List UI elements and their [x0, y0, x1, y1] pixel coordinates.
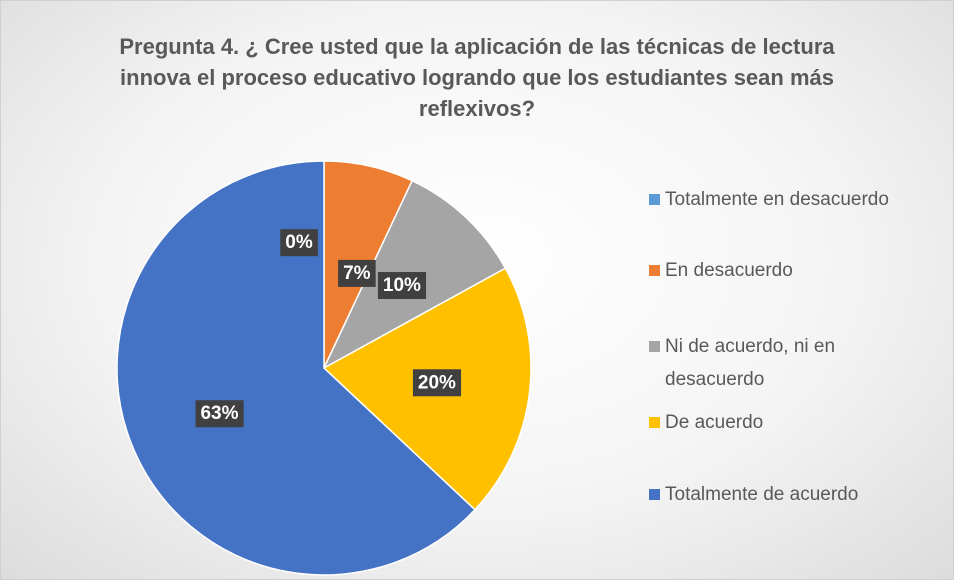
data-label: 0% [280, 229, 318, 257]
data-label-text: 63% [200, 403, 238, 424]
data-label-text: 10% [383, 275, 421, 296]
legend-label: Totalmente en desacuerdo [665, 189, 889, 210]
data-label: 63% [195, 400, 244, 428]
legend-label: De acuerdo [665, 412, 764, 433]
legend-entry: Totalmente en desacuerdo [649, 183, 949, 216]
data-label: 20% [412, 369, 462, 397]
data-label: 7% [338, 259, 376, 287]
chart-title: Pregunta 4. ¿ Cree usted que la aplicaci… [119, 34, 835, 121]
data-label-box [412, 369, 462, 397]
data-label-text: 0% [285, 232, 313, 253]
legend-entry: En desacuerdo [649, 254, 949, 287]
data-label-text: 20% [418, 372, 456, 393]
data-label-text: 7% [343, 263, 371, 284]
legend-swatch [649, 417, 660, 428]
pie-slice [116, 160, 476, 576]
legend-label: Ni de acuerdo, ni en desacuerdo [665, 336, 836, 390]
legend-entry: Totalmente de acuerdo [649, 478, 949, 511]
legend-entry: De acuerdo [649, 406, 949, 439]
data-label-box [338, 259, 376, 287]
legend-swatch [649, 341, 660, 352]
data-label-box [377, 272, 427, 300]
legend-entry: Ni de acuerdo, ni en desacuerdo [649, 330, 949, 396]
legend-swatch [649, 194, 660, 205]
legend-label: Totalmente de acuerdo [665, 484, 859, 505]
data-label: 10% [377, 272, 427, 300]
legend-swatch [649, 265, 660, 276]
data-label-box [195, 400, 244, 428]
legend-label: En desacuerdo [665, 260, 793, 281]
data-label-box [280, 229, 318, 257]
legend-swatch [649, 489, 660, 500]
